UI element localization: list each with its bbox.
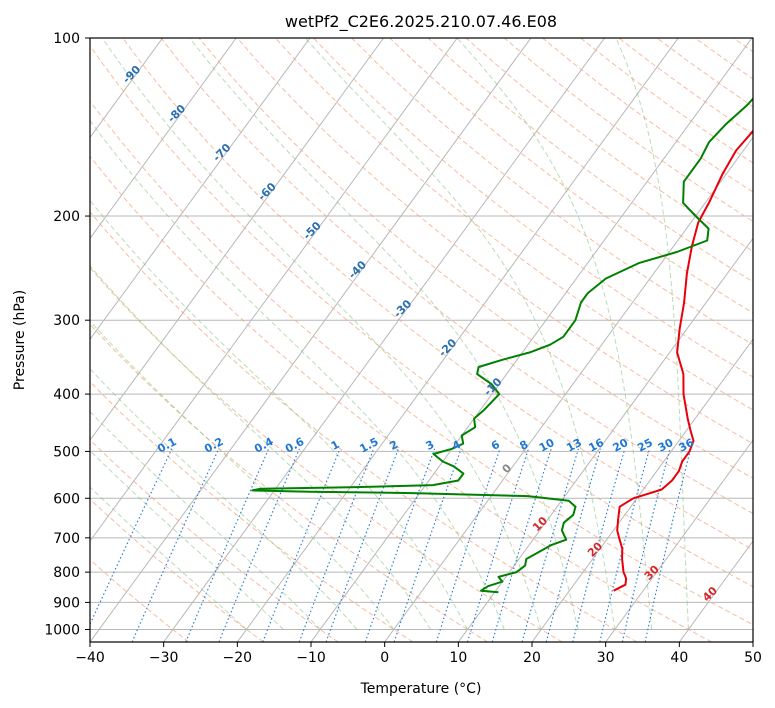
sounding-series xyxy=(251,97,753,594)
mixing-ratio-line xyxy=(393,448,462,642)
moist-adiabat-line xyxy=(304,38,616,630)
moist-adiabat-line xyxy=(90,368,358,630)
background-lines xyxy=(90,38,753,642)
mixing-ratio-line xyxy=(90,448,173,626)
y-axis-title: Pressure (hPa) xyxy=(12,290,28,390)
mixing-ratio-label: 10 xyxy=(537,436,557,455)
isotherm-line xyxy=(90,38,532,642)
dry-adiabat-line xyxy=(198,38,753,479)
dry-adiabat-line xyxy=(90,267,563,642)
x-tick-label: 40 xyxy=(670,650,688,666)
y-tick-label: 1000 xyxy=(44,622,80,638)
dry-adiabat-line xyxy=(275,38,753,411)
isotherm-line xyxy=(384,136,753,642)
y-tick-label: 500 xyxy=(53,444,80,460)
isotherm-line xyxy=(90,38,458,542)
dry-adiabat-line xyxy=(90,380,414,642)
isotherm-line xyxy=(90,38,237,240)
plot-background xyxy=(90,38,753,642)
y-tick-label: 100 xyxy=(53,31,80,47)
mixing-ratio-label: 13 xyxy=(564,436,584,455)
moist-adiabat-line xyxy=(90,320,395,630)
y-tick-label: 600 xyxy=(53,491,80,507)
x-tick-label: −20 xyxy=(223,650,253,666)
y-tick-label: 200 xyxy=(53,209,80,225)
isotherm-line xyxy=(310,38,753,642)
isotherm-line xyxy=(752,641,753,642)
isotherm-line xyxy=(90,38,311,341)
x-tick-label: 10 xyxy=(449,650,467,666)
isotherm-line xyxy=(605,439,753,642)
moist-adiabat-line xyxy=(456,38,653,630)
moist-adiabat-line xyxy=(90,410,321,630)
dry-adiabat-line xyxy=(90,44,753,588)
x-tick-label: −30 xyxy=(149,650,179,666)
isotherm-line xyxy=(163,38,605,642)
y-tick-label: 700 xyxy=(53,531,80,547)
y-tick-label: 300 xyxy=(53,313,80,329)
chart-title: wetPf2_C2E6.2025.210.07.46.E08 xyxy=(285,12,557,32)
mixing-ratio-label: 30 xyxy=(656,436,676,455)
moist-adiabat-line xyxy=(189,38,579,630)
mixing-ratio-line xyxy=(325,448,400,642)
x-tick-label: 30 xyxy=(597,650,615,666)
y-tick-label: 800 xyxy=(53,565,80,581)
mixing-ratio-label: 36 xyxy=(677,436,697,455)
dry-adiabat-line xyxy=(90,100,753,626)
y-tick-label: 400 xyxy=(53,387,80,403)
mixing-ratio-line xyxy=(298,448,375,642)
mixing-ratio-line xyxy=(545,448,602,642)
x-tick-label: −10 xyxy=(296,650,326,666)
temperature-profile-line xyxy=(613,129,753,592)
dry-adiabat-line xyxy=(90,155,712,642)
plot-frame xyxy=(89,37,754,643)
mixing-ratio-line xyxy=(599,448,651,642)
x-tick-label: 0 xyxy=(380,650,389,666)
moist-adiabat-line xyxy=(615,38,689,630)
axis-ticks: −40 −30 −20 −10 0 10 20 30 40 50 100 200 300 400 500 60… xyxy=(44,31,762,666)
dry-adiabat-line xyxy=(160,38,753,515)
moist-adiabat-line xyxy=(90,449,284,630)
moist-adiabat-line xyxy=(90,119,505,630)
x-axis-title: Temperature (°C) xyxy=(360,681,482,697)
moist-adiabat-line xyxy=(101,38,542,630)
mixing-ratio-line xyxy=(644,448,692,642)
dry-adiabat-line xyxy=(351,38,753,346)
mixing-ratio-line xyxy=(466,448,530,642)
dry-adiabat-line xyxy=(90,559,190,642)
mixing-ratio-line xyxy=(491,448,552,642)
mixing-ratio-label: 20 xyxy=(611,436,631,455)
x-tick-label: 50 xyxy=(744,650,762,666)
y-tick-label: 900 xyxy=(53,595,80,611)
mixing-ratio-line xyxy=(435,448,501,642)
x-tick-label: 20 xyxy=(523,650,541,666)
mixing-ratio-line xyxy=(521,448,580,642)
mixing-ratio-line xyxy=(621,448,671,642)
mixing-ratio-line xyxy=(218,448,300,642)
x-tick-label: −40 xyxy=(75,650,105,666)
dry-adiabat-line xyxy=(90,211,638,642)
mixing-ratio-line xyxy=(572,448,626,642)
mixing-ratio-label: 25 xyxy=(635,436,655,455)
dry-adiabat-line xyxy=(122,38,753,551)
mixing-ratio-label: 16 xyxy=(586,436,606,455)
isotherm-line xyxy=(90,38,384,442)
moist-adiabat-line xyxy=(90,265,432,630)
isotherm-line xyxy=(236,38,679,642)
mixing-ratio-line xyxy=(364,448,436,642)
dewpoint-profile-line xyxy=(251,97,753,594)
